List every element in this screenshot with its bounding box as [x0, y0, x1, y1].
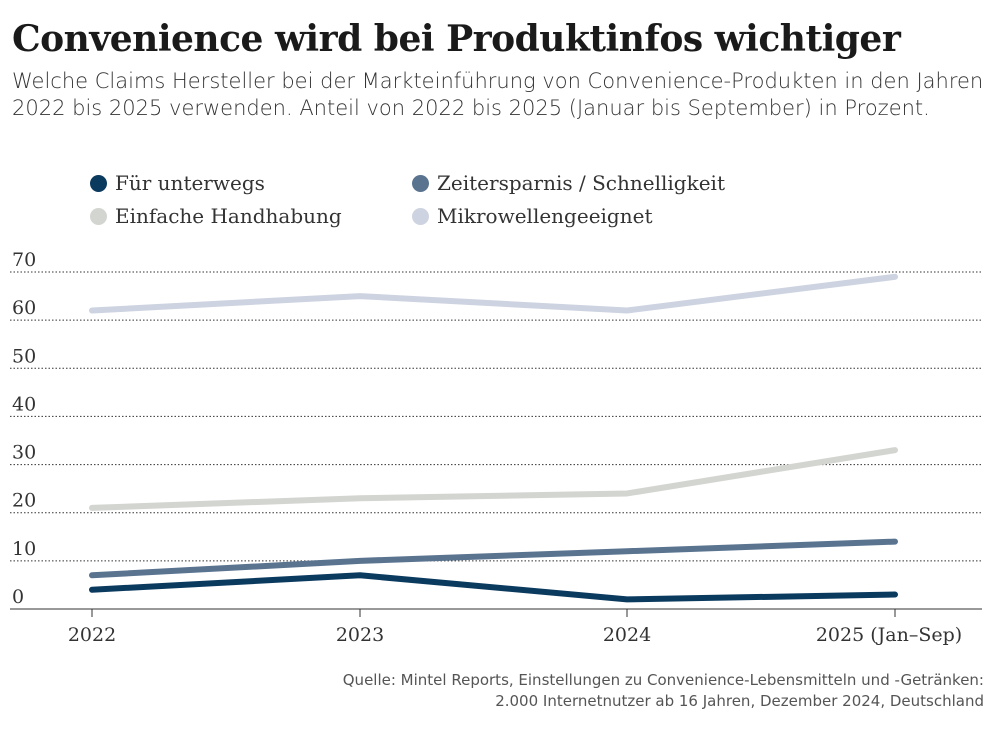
legend-item-zeitersparnis: Zeitersparnis / Schnelligkeit: [412, 171, 725, 195]
y-tick-label: 0: [12, 586, 24, 608]
legend-label: Einfache Handhabung: [115, 204, 342, 228]
source-line-1: Quelle: Mintel Reports, Einstellungen zu…: [342, 671, 984, 689]
legend-dot-icon: [90, 174, 107, 192]
y-tick-label: 60: [12, 297, 36, 319]
x-tick-label: 2022: [68, 624, 116, 646]
y-tick-label: 10: [12, 538, 36, 560]
legend-item-fuer-unterwegs: Für unterwegs: [90, 171, 265, 195]
legend-label: Mikrowellengeeignet: [437, 204, 653, 228]
x-tick-label: 2025 (Jan–Sep): [816, 624, 962, 646]
legend-dot-icon: [412, 207, 429, 225]
series-line-zeitersparnis-schnelligkeit: [89, 538, 898, 579]
y-tick-label: 30: [12, 442, 36, 464]
legend-label: Für unterwegs: [115, 171, 265, 195]
legend-label: Zeitersparnis / Schnelligkeit: [437, 171, 725, 195]
chart-title: Convenience wird bei Produktinfos wichti…: [12, 18, 901, 60]
legend-item-einfache-handhabung: Einfache Handhabung: [90, 204, 342, 228]
y-tick-label: 20: [12, 490, 36, 512]
series-line-einfache-handhabung: [89, 447, 898, 511]
legend-item-mikrowellengeeignet: Mikrowellengeeignet: [412, 204, 653, 228]
source-line-2: 2.000 Internetnutzer ab 16 Jahren, Dezem…: [495, 692, 984, 710]
x-tick-label: 2024: [603, 624, 651, 646]
source-note: Quelle: Mintel Reports, Einstellungen zu…: [343, 670, 984, 712]
y-tick-label: 50: [12, 345, 36, 367]
series-line-für-unterwegs: [89, 572, 898, 603]
legend-dot-icon: [412, 174, 429, 192]
y-tick-label: 40: [12, 393, 36, 415]
legend-dot-icon: [90, 207, 107, 225]
y-tick-label: 70: [12, 249, 36, 271]
series-line-mikrowellengeeignet: [89, 273, 898, 314]
chart-subtitle: Welche Claims Hersteller bei der Marktei…: [12, 69, 984, 120]
x-tick-label: 2023: [336, 624, 384, 646]
